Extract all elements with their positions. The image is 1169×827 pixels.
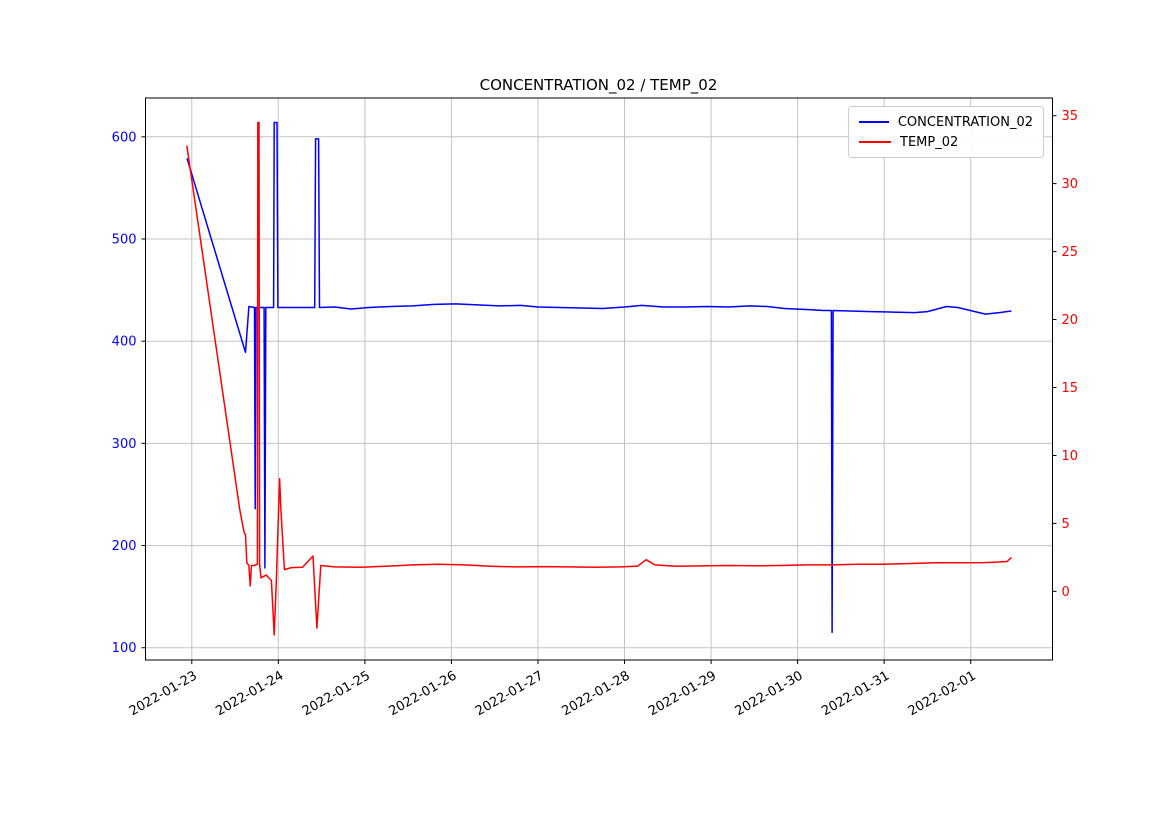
legend-line-sample-concentration-02-icon [859, 121, 889, 123]
x-tick-label: 2022-01-25 [300, 668, 373, 719]
left-tick-label: 400 [112, 335, 137, 350]
legend-label-temp-02: TEMP_02 [900, 134, 959, 150]
legend: CONCENTRATION_02 TEMP_02 [848, 106, 1044, 158]
x-tick-label: 2022-01-28 [560, 668, 633, 719]
left-tick-label: 600 [112, 130, 137, 145]
right-tick-label: 35 [1062, 109, 1079, 124]
right-tick-label: 10 [1062, 449, 1079, 464]
legend-label-concentration-02: CONCENTRATION_02 [897, 114, 1033, 130]
right-tick-label: 15 [1062, 381, 1079, 396]
x-tick-label: 2022-01-27 [473, 668, 546, 719]
series-line-concentration_02 [186, 121, 1012, 634]
left-tick-label: 300 [112, 437, 137, 452]
x-tick-label: 2022-02-01 [906, 668, 979, 719]
x-tick-label: 2022-01-29 [646, 668, 719, 719]
right-tick-label: 30 [1062, 177, 1079, 192]
chart-title: CONCENTRATION_02 / TEMP_02 [479, 76, 718, 94]
x-tick-label: 2022-01-24 [213, 668, 286, 719]
right-tick-label: 20 [1062, 313, 1079, 328]
left-tick-label: 500 [112, 233, 137, 248]
right-tick-label: 25 [1062, 245, 1079, 260]
series-line-temp_02 [186, 121, 1012, 636]
legend-item-concentration-02: CONCENTRATION_02 [859, 112, 1033, 132]
right-tick-label: 0 [1062, 585, 1070, 600]
left-tick-label: 100 [112, 641, 137, 656]
plot-border [145, 97, 1053, 661]
right-tick-label: 5 [1062, 517, 1070, 532]
legend-item-temp-02: TEMP_02 [859, 132, 1033, 152]
x-tick-label: 2022-01-26 [386, 668, 459, 719]
x-tick-label: 2022-01-23 [127, 668, 200, 719]
x-tick-label: 2022-01-31 [819, 668, 892, 719]
left-tick-label: 200 [112, 539, 137, 554]
legend-line-sample-temp-02-icon [859, 141, 891, 143]
x-tick-label: 2022-01-30 [733, 668, 806, 719]
